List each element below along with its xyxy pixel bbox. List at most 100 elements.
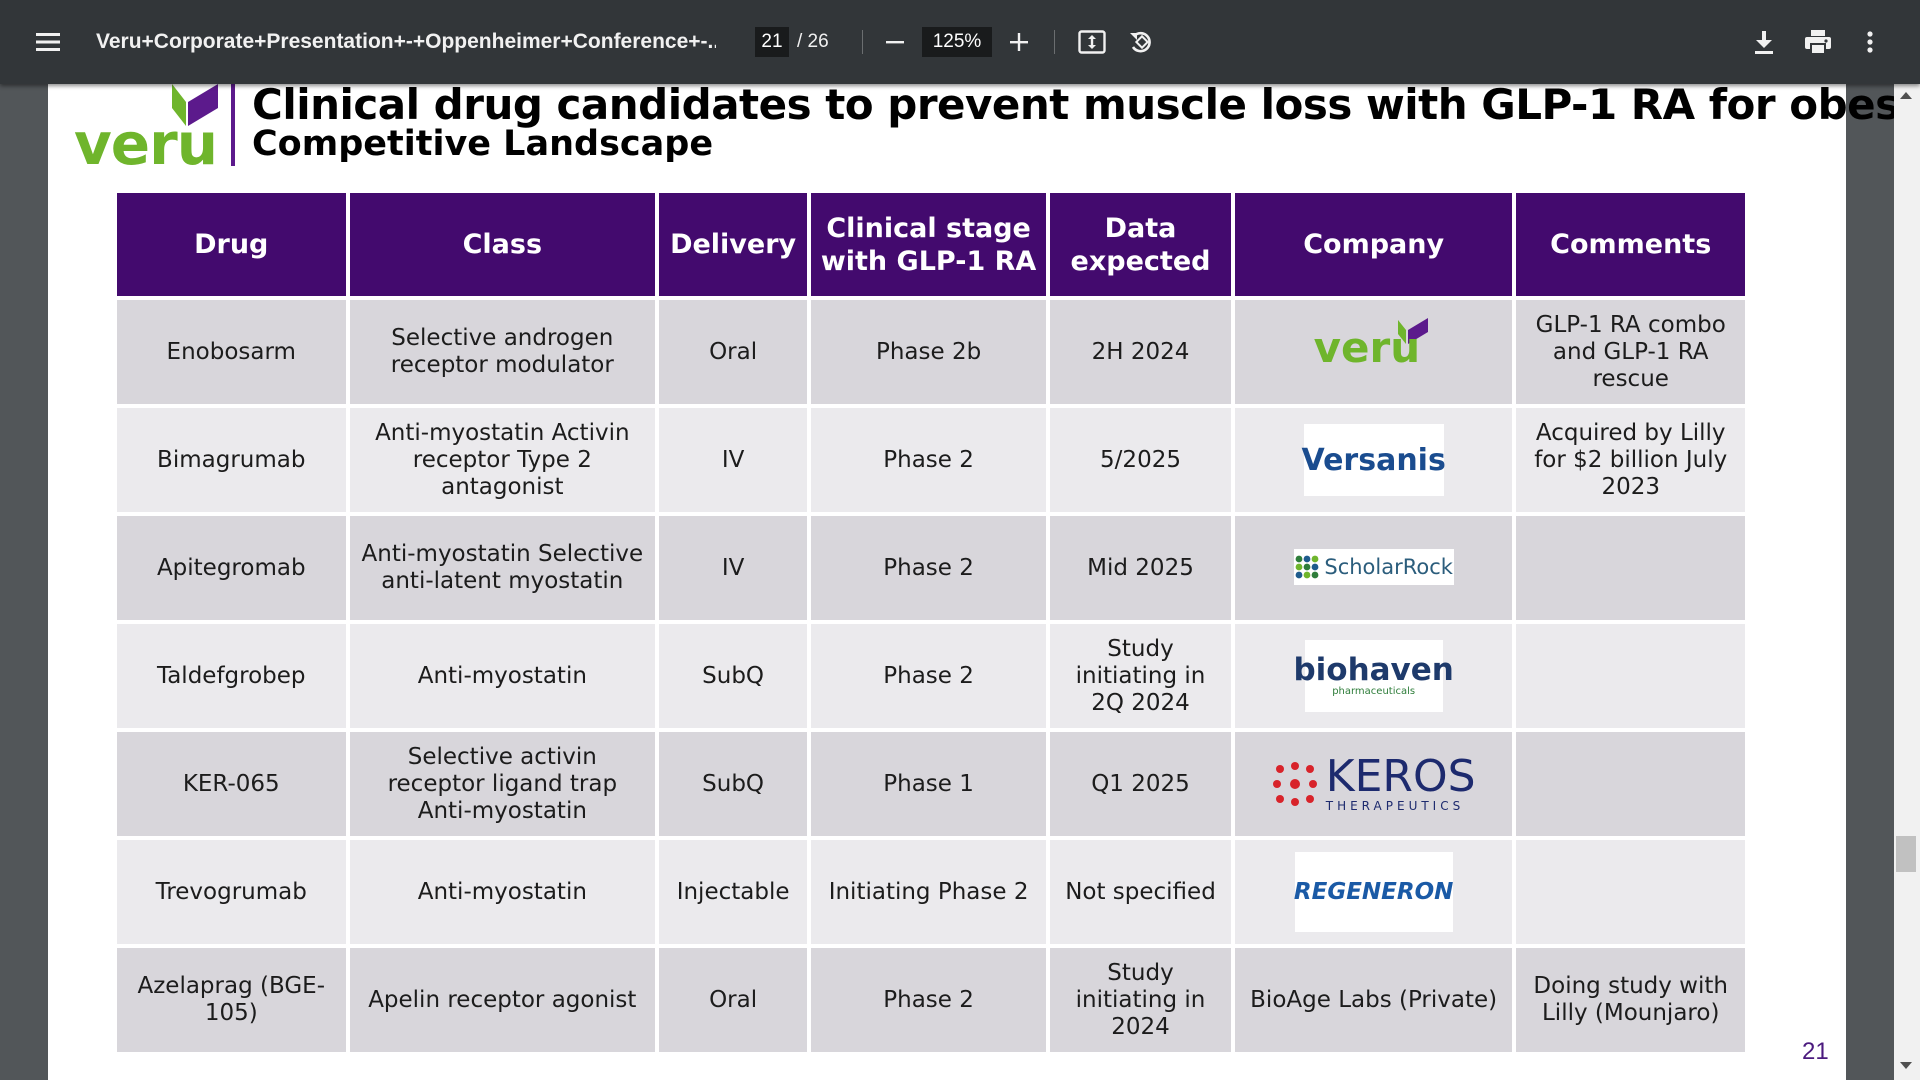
plus-icon: [1010, 33, 1028, 51]
stage-cell: Phase 1: [811, 732, 1047, 836]
vertical-scrollbar[interactable]: [1894, 84, 1920, 1080]
data-expected-cell: Not specified: [1050, 840, 1231, 944]
comments-cell: [1516, 840, 1745, 944]
company-cell: KEROS THERAPEUTICS: [1234, 732, 1513, 836]
document-title: Veru+Corporate+Presentation+-+Oppenheime…: [96, 30, 716, 53]
rotate-button[interactable]: [1124, 26, 1158, 58]
menu-icon[interactable]: [28, 22, 68, 62]
stage-cell: Phase 2b: [811, 300, 1047, 404]
data-expected-cell: 2H 2024: [1050, 300, 1231, 404]
table-row: Enobosarm Selective androgen receptor mo…: [117, 300, 1745, 404]
drug-cell: Apitegromab: [117, 516, 346, 620]
download-icon: [1755, 31, 1773, 54]
keros-company-logo: KEROS THERAPEUTICS: [1272, 750, 1476, 813]
versanis-logo-wordmark: Versanis: [1301, 442, 1446, 478]
more-options-button[interactable]: [1858, 26, 1882, 58]
stage-cell: Phase 2: [811, 948, 1047, 1052]
print-button[interactable]: [1801, 26, 1835, 58]
fit-to-page-icon: [1078, 30, 1106, 54]
toolbar-divider: [862, 30, 863, 54]
regeneron-company-logo: REGENERON: [1293, 852, 1454, 932]
drug-cell: Azelaprag (BGE-105): [117, 948, 346, 1052]
data-expected-cell: Study initiating in 2Q 2024: [1050, 624, 1231, 728]
scholarrock-company-logo: ScholarRock: [1293, 549, 1454, 585]
company-cell: ScholarRock: [1234, 516, 1513, 620]
data-expected-cell: Q1 2025: [1050, 732, 1231, 836]
column-header: Data expected: [1050, 193, 1231, 296]
page-number-input[interactable]: [755, 27, 789, 57]
drug-cell: KER-065: [117, 732, 346, 836]
table-row: KER-065 Selective activin receptor ligan…: [117, 732, 1745, 836]
print-icon: [1805, 30, 1831, 55]
keros-logo-wordmark: KEROS: [1325, 750, 1476, 802]
keros-logo-text: KEROS THERAPEUTICS: [1325, 750, 1476, 813]
biohaven-company-logo: biohaven pharmaceuticals: [1293, 640, 1454, 712]
stage-cell: Phase 2: [811, 624, 1047, 728]
page-total: / 26: [797, 31, 829, 52]
comments-cell: Acquired by Lilly for $2 billion July 20…: [1516, 408, 1745, 512]
fit-page-button[interactable]: [1075, 26, 1109, 58]
zoom-input[interactable]: [922, 27, 992, 57]
versanis-company-logo: Versanis: [1301, 424, 1446, 496]
veru-logo-icon: [1397, 317, 1428, 344]
scrollbar-thumb[interactable]: [1896, 836, 1916, 872]
delivery-cell: IV: [659, 408, 808, 512]
biohaven-logo-subtitle: pharmaceuticals: [1332, 686, 1416, 697]
rotate-icon: [1130, 31, 1151, 53]
column-header: Delivery: [659, 193, 808, 296]
more-vertical-icon: [1867, 31, 1873, 53]
scholarrock-logo-wordmark: ScholarRock: [1324, 554, 1453, 579]
company-cell: biohaven pharmaceuticals: [1234, 624, 1513, 728]
table-row: Azelaprag (BGE-105) Apelin receptor agon…: [117, 948, 1745, 1052]
delivery-cell: Oral: [659, 300, 808, 404]
competitive-landscape-table: Drug Class Delivery Clinical stage with …: [113, 189, 1749, 1056]
comments-cell: Doing study with Lilly (Mounjaro): [1516, 948, 1745, 1052]
zoom-out-button[interactable]: [880, 27, 910, 57]
comments-cell: GLP-1 RA combo and GLP-1 RA rescue: [1516, 300, 1745, 404]
class-cell: Anti-myostatin Activin receptor Type 2 a…: [349, 408, 656, 512]
column-header: Class: [349, 193, 656, 296]
slide-subtitle: Competitive Landscape: [252, 124, 714, 164]
data-expected-cell: Mid 2025: [1050, 516, 1231, 620]
zoom-in-button[interactable]: [1004, 27, 1034, 57]
slide-title: Clinical drug candidates to prevent musc…: [252, 80, 1920, 129]
table-row: Trevogrumab Anti-myostatin Injectable In…: [117, 840, 1745, 944]
class-cell: Anti-myostatin: [349, 624, 656, 728]
delivery-cell: IV: [659, 516, 808, 620]
logo-divider: [231, 84, 235, 166]
regeneron-logo-wordmark: REGENERON: [1293, 878, 1454, 905]
class-cell: Anti-myostatin Selective anti-latent myo…: [349, 516, 656, 620]
company-cell: REGENERON: [1234, 840, 1513, 944]
column-header: Company: [1234, 193, 1513, 296]
scroll-up-arrow-icon[interactable]: [1900, 92, 1912, 99]
drug-cell: Taldefgrobep: [117, 624, 346, 728]
veru-logo-icon: [172, 84, 218, 126]
scroll-down-arrow-icon[interactable]: [1900, 1062, 1912, 1069]
table-header-row: Drug Class Delivery Clinical stage with …: [117, 193, 1745, 296]
class-cell: Selective androgen receptor modulator: [349, 300, 656, 404]
toolbar-divider: [1054, 30, 1055, 54]
keros-logo-icon: [1272, 761, 1317, 806]
drug-cell: Enobosarm: [117, 300, 346, 404]
minus-icon: [886, 41, 904, 44]
table-row: Taldefgrobep Anti-myostatin SubQ Phase 2…: [117, 624, 1745, 728]
column-header: Drug: [117, 193, 346, 296]
comments-cell: [1516, 516, 1745, 620]
delivery-cell: Oral: [659, 948, 808, 1052]
class-cell: Anti-myostatin: [349, 840, 656, 944]
stage-cell: Phase 2: [811, 408, 1047, 512]
company-cell: Versanis: [1234, 408, 1513, 512]
delivery-cell: SubQ: [659, 624, 808, 728]
comments-cell: [1516, 732, 1745, 836]
veru-logo-wordmark: veru: [1313, 322, 1421, 372]
scholarrock-logo-icon: [1295, 555, 1319, 579]
data-expected-cell: 5/2025: [1050, 408, 1231, 512]
class-cell: Selective activin receptor ligand trap A…: [349, 732, 656, 836]
download-button[interactable]: [1748, 26, 1780, 58]
column-header: Comments: [1516, 193, 1745, 296]
data-expected-cell: Study initiating in 2024: [1050, 948, 1231, 1052]
class-cell: Apelin receptor agonist: [349, 948, 656, 1052]
biohaven-logo-wordmark: biohaven: [1293, 652, 1454, 688]
company-cell: BioAge Labs (Private): [1234, 948, 1513, 1052]
slide-page-number: 21: [1802, 1038, 1829, 1065]
